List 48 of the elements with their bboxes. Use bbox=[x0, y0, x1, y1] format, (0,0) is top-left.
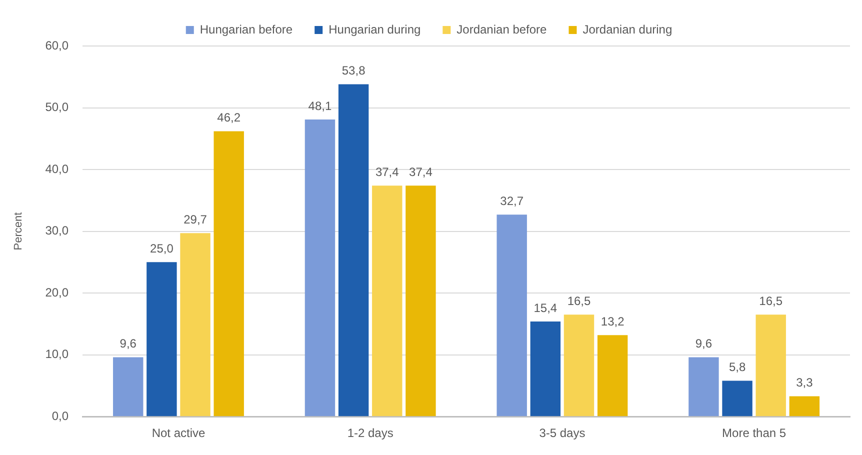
data-label: 9,6 bbox=[120, 336, 137, 351]
legend-label: Jordanian during bbox=[582, 22, 672, 36]
bar bbox=[688, 357, 719, 416]
bar bbox=[146, 262, 177, 416]
data-label: 16,5 bbox=[567, 294, 591, 308]
x-tick-label: 1-2 days bbox=[347, 426, 394, 440]
bar bbox=[214, 131, 244, 416]
data-label: 9,6 bbox=[695, 336, 712, 351]
bar bbox=[180, 233, 210, 416]
bar bbox=[564, 314, 594, 416]
data-label: 46,2 bbox=[217, 110, 241, 125]
bar bbox=[756, 314, 786, 416]
data-label: 25,0 bbox=[150, 241, 174, 256]
data-label: 32,7 bbox=[500, 194, 524, 208]
y-tick-label: 10,0 bbox=[45, 347, 69, 362]
y-axis-title: Percent bbox=[12, 212, 25, 250]
y-tick-label: 40,0 bbox=[45, 162, 69, 176]
data-label: 3,3 bbox=[796, 376, 814, 390]
data-label: 53,8 bbox=[342, 64, 366, 78]
bar bbox=[530, 321, 561, 416]
bar bbox=[496, 214, 527, 416]
bar bbox=[597, 335, 628, 416]
data-label: 5,8 bbox=[728, 360, 746, 374]
data-label: 29,7 bbox=[184, 212, 208, 226]
data-label: 48,1 bbox=[308, 98, 332, 113]
bar bbox=[304, 120, 336, 416]
bar bbox=[113, 357, 144, 416]
bar bbox=[722, 380, 752, 416]
y-tick-label: 50,0 bbox=[45, 100, 69, 114]
x-tick-label: Not active bbox=[152, 426, 206, 440]
data-label: 13,2 bbox=[600, 314, 625, 328]
legend-label: Hungarian before bbox=[200, 22, 293, 36]
legend-label: Jordanian before bbox=[456, 22, 548, 36]
data-label: 37,4 bbox=[409, 164, 433, 179]
bar bbox=[372, 186, 402, 416]
data-label: 16,5 bbox=[759, 294, 783, 308]
y-tick-label: 20,0 bbox=[45, 285, 69, 300]
y-tick-label: 30,0 bbox=[45, 224, 69, 238]
y-tick-label: 0,0 bbox=[52, 408, 69, 423]
bar bbox=[406, 186, 436, 416]
data-label: 37,4 bbox=[375, 164, 400, 179]
bar bbox=[338, 84, 369, 416]
x-tick-label: 3-5 days bbox=[539, 426, 586, 440]
data-label: 15,4 bbox=[534, 300, 558, 315]
y-tick-label: 60,0 bbox=[45, 38, 69, 52]
x-tick-label: More than 5 bbox=[722, 426, 786, 440]
legend-label: Hungarian during bbox=[328, 22, 421, 36]
bar bbox=[789, 396, 820, 416]
